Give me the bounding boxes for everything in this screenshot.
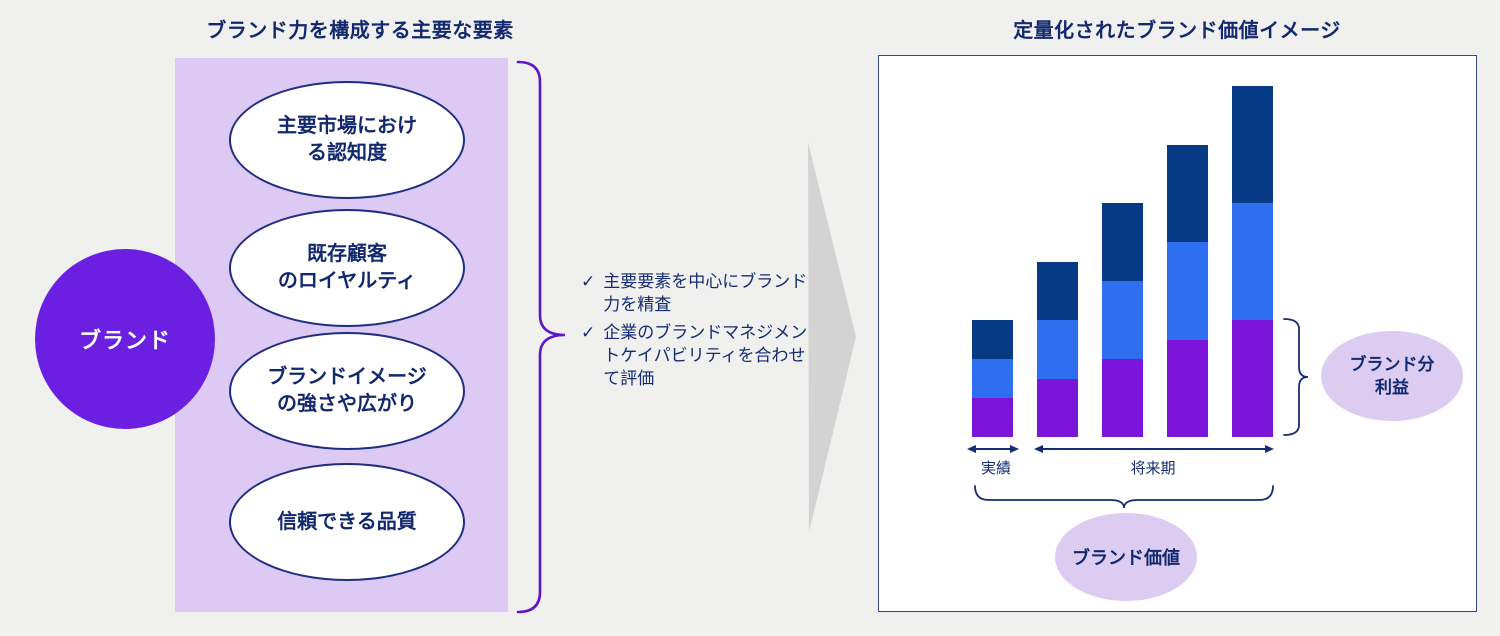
brand-profit-label-ellipse: ブランド分 利益 [1321, 331, 1463, 421]
brand-profit-brace [1283, 318, 1309, 436]
brand-circle-label: ブランド [78, 328, 171, 353]
check-icon: ✓ [581, 323, 596, 342]
brand-value-label-ellipse: ブランド価値 [1055, 513, 1197, 601]
left-section-title: ブランド力を構成する主要な要素 [206, 20, 514, 42]
factor-ellipse-loyalty: 既存顧客 のロイヤルティ [229, 209, 465, 327]
bullet-text: 企業のブランドマネジメントケイパビリティを合わせて評価 [603, 323, 808, 388]
factor-ellipse-quality: 信頼できる品質 [229, 463, 465, 581]
evaluation-bullet-list: ✓ 主要要素を中心にブランド力を精査 ✓ 企業のブランドマネジメントケイパビリテ… [581, 270, 819, 395]
bullet-item: ✓ 企業のブランドマネジメントケイパビリティを合わせて評価 [581, 321, 819, 390]
future-period-arrow [1034, 445, 1274, 453]
actual-period-arrow [967, 445, 1019, 453]
bullet-item: ✓ 主要要素を中心にブランド力を精査 [581, 270, 819, 316]
right-arrow-shape [808, 142, 856, 532]
check-icon: ✓ [581, 272, 596, 291]
factor-ellipse-awareness: 主要市場におけ る認知度 [229, 81, 465, 199]
factor-ellipse-image: ブランドイメージ の強さや広がり [229, 332, 465, 450]
future-period-label: 将来期 [1130, 460, 1176, 477]
brand-circle: ブランド [35, 249, 215, 429]
bullet-text: 主要要素を中心にブランド力を精査 [603, 272, 808, 314]
left-curly-brace [516, 60, 566, 614]
actual-period-label: 実績 [980, 460, 1011, 477]
right-section-title: 定量化されたブランド価値イメージ [1013, 20, 1341, 42]
brand-value-brace [974, 485, 1274, 509]
